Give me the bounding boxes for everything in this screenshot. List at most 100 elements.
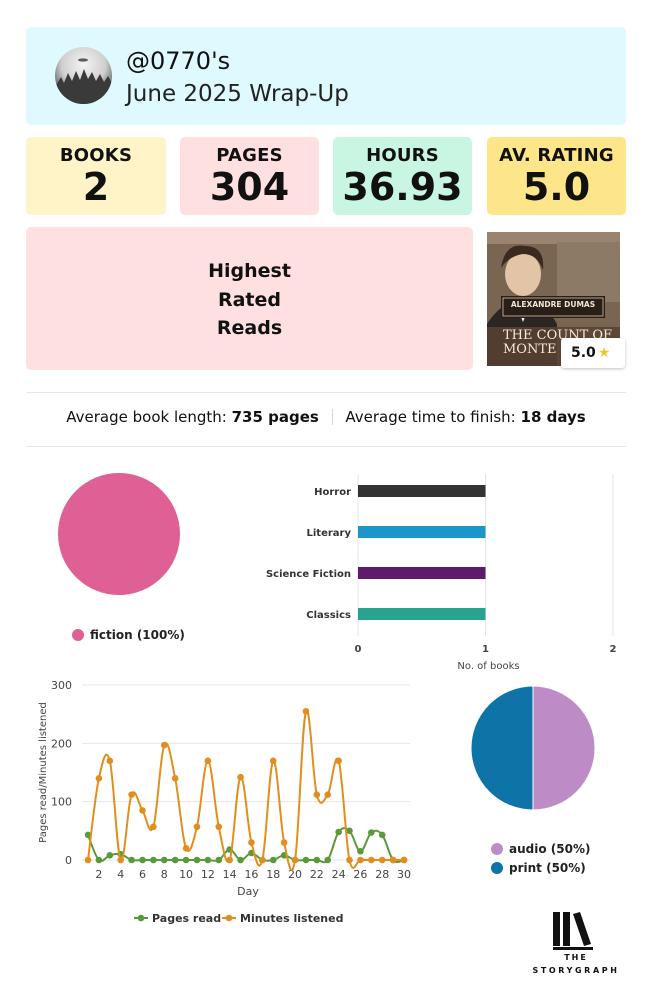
highest-rated-heading: Highest Rated Reads xyxy=(26,257,473,343)
series-minutes-listened-point[interactable] xyxy=(215,823,223,831)
x-tick-label: 6 xyxy=(139,868,146,881)
books-logo-icon xyxy=(553,912,593,950)
series-pages-read-point[interactable] xyxy=(171,856,179,864)
avg-finish-value: 18 days xyxy=(520,408,586,426)
pie-slice-print[interactable] xyxy=(470,685,534,811)
divider xyxy=(26,446,626,447)
book-rating-value: 5.0 xyxy=(571,345,596,361)
series-minutes-listened-point[interactable] xyxy=(237,773,244,781)
series-minutes-listened-point[interactable] xyxy=(117,856,124,864)
book-cover[interactable]: ALEXANDRE DUMAS THE COUNT OF MONTE C xyxy=(487,232,620,366)
avatar[interactable] xyxy=(55,47,112,104)
stat-rating: AV. RATING 5.0 xyxy=(487,137,626,215)
y-tick-label: 200 xyxy=(51,737,72,750)
legend-dot-icon xyxy=(491,843,503,855)
series-minutes-listened-point[interactable] xyxy=(259,856,266,864)
star-icon: ★ xyxy=(597,345,611,361)
fiction-legend: fiction (100%) xyxy=(72,628,185,642)
bar[interactable] xyxy=(358,608,486,620)
series-minutes-listened-point[interactable] xyxy=(84,856,92,864)
series-pages-read-point[interactable] xyxy=(346,827,353,835)
series-minutes-listened-point[interactable] xyxy=(313,791,321,798)
series-pages-read-point[interactable] xyxy=(357,847,364,855)
x-tick-label: 4 xyxy=(117,868,124,881)
series-pages-read-line xyxy=(87,827,405,864)
legend-label: audio (50%) xyxy=(509,842,591,856)
pie-slice-fiction[interactable] xyxy=(58,473,180,595)
series-minutes-listened-point[interactable] xyxy=(150,823,157,831)
series-minutes-listened-point[interactable] xyxy=(357,856,364,864)
series-minutes-listened-point[interactable] xyxy=(389,856,397,864)
series-minutes-listened-point[interactable] xyxy=(226,856,233,864)
series-pages-read-point[interactable] xyxy=(150,856,157,864)
series-minutes-listened-point[interactable] xyxy=(324,791,332,798)
x-tick-label: 1 xyxy=(482,644,489,655)
series-minutes-listened-point[interactable] xyxy=(95,775,103,782)
series-pages-read-point[interactable] xyxy=(302,856,310,864)
separator xyxy=(331,409,333,425)
stat-pages: PAGES 304 xyxy=(180,137,319,215)
x-tick-label: 12 xyxy=(201,868,215,881)
series-pages-read-point[interactable] xyxy=(193,856,201,864)
series-minutes-listened-point[interactable] xyxy=(182,845,190,852)
x-tick-label: 28 xyxy=(375,868,389,881)
header-card: @0770's June 2025 Wrap-Up xyxy=(26,27,626,125)
series-pages-read-point[interactable] xyxy=(237,856,244,864)
avatar-image xyxy=(55,58,112,104)
series-pages-read-point[interactable] xyxy=(335,828,342,836)
series-pages-read-point[interactable] xyxy=(215,856,223,864)
avg-length-value: 735 pages xyxy=(231,408,319,426)
series-minutes-listened-point[interactable] xyxy=(193,823,201,831)
series-minutes-listened-point[interactable] xyxy=(400,856,408,864)
series-minutes-listened-point[interactable] xyxy=(106,757,114,765)
series-pages-read-point[interactable] xyxy=(204,856,212,864)
stat-rating-value: 5.0 xyxy=(522,165,591,209)
series-minutes-listened-line xyxy=(87,709,404,871)
series-minutes-listened-point[interactable] xyxy=(171,775,179,782)
series-minutes-listened-point[interactable] xyxy=(204,757,212,765)
series-pages-read-point[interactable] xyxy=(84,831,92,839)
x-tick-label: 2 xyxy=(95,868,102,881)
heading-line: Rated xyxy=(217,288,282,311)
series-pages-read-point[interactable] xyxy=(368,829,375,836)
series-pages-read-point[interactable] xyxy=(106,852,114,859)
series-minutes-listened-point[interactable] xyxy=(368,856,375,864)
logo-text-storygraph: STORYGRAPH xyxy=(532,966,620,975)
series-minutes-listened-point[interactable] xyxy=(139,807,146,814)
series-pages-read-point[interactable] xyxy=(128,856,135,864)
y-tick-label: 100 xyxy=(51,796,72,809)
series-minutes-listened-point[interactable] xyxy=(280,839,288,846)
x-tick-label: 10 xyxy=(179,868,193,881)
series-minutes-listened-point[interactable] xyxy=(248,839,255,846)
bar[interactable] xyxy=(358,567,486,579)
user-handle: @0770's xyxy=(126,47,231,75)
storygraph-logo[interactable]: THE STORYGRAPH xyxy=(526,910,626,980)
series-pages-read-point[interactable] xyxy=(269,856,277,864)
pie-slice-audio[interactable] xyxy=(532,685,596,811)
series-minutes-listened-point[interactable] xyxy=(291,856,299,864)
series-pages-read-point[interactable] xyxy=(182,856,190,864)
stat-hours-label: HOURS xyxy=(366,145,439,166)
heading-line: Highest xyxy=(208,260,291,282)
series-minutes-listened-point[interactable] xyxy=(378,856,386,864)
series-pages-read-point[interactable] xyxy=(95,856,103,864)
series-minutes-listened-point[interactable] xyxy=(160,741,168,749)
series-pages-read-point[interactable] xyxy=(160,856,168,864)
stat-hours-value: 36.93 xyxy=(342,165,463,209)
series-minutes-listened-point[interactable] xyxy=(269,757,277,765)
series-pages-read-point[interactable] xyxy=(313,856,321,864)
bar[interactable] xyxy=(358,526,486,538)
stat-books-value: 2 xyxy=(82,165,110,209)
series-pages-read-point[interactable] xyxy=(378,831,386,839)
series-minutes-listened-point[interactable] xyxy=(346,856,353,864)
stat-books-label: BOOKS xyxy=(59,145,133,166)
bar[interactable] xyxy=(358,485,486,497)
series-pages-read-point[interactable] xyxy=(324,856,332,864)
highest-rated-card: Highest Rated Reads xyxy=(26,227,473,370)
series-minutes-listened-point[interactable] xyxy=(335,757,342,765)
series-pages-read-point[interactable] xyxy=(139,856,146,864)
series-minutes-listened-point[interactable] xyxy=(128,791,135,798)
legend-label: print (50%) xyxy=(509,861,586,875)
series-minutes-listened-point[interactable] xyxy=(302,707,310,715)
